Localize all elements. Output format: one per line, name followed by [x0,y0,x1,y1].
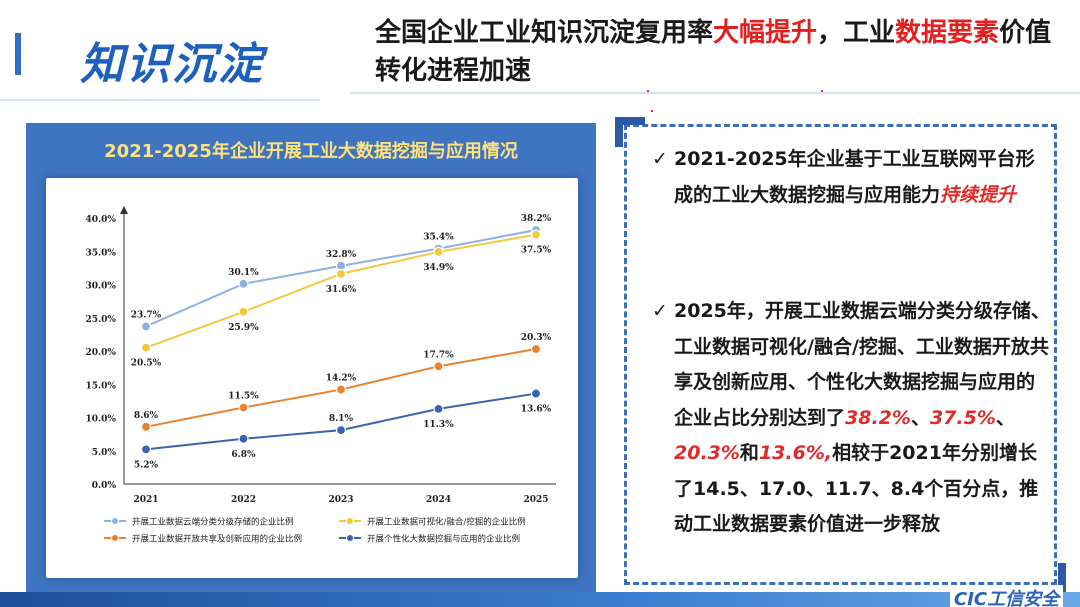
data-point [335,384,347,395]
data-point [140,321,152,332]
y-tick-label: 40.0% [86,215,117,225]
chart-panel: 2021-2025年企业开展工业大数据挖掘与应用情况 0.0% 5.0% 10.0%… [26,123,596,597]
headline-text: 价值转化进程加速 [375,18,1052,86]
brand-logo: CIC工信安全 [950,585,1064,607]
headline-highlight: 大幅提升 [713,18,818,48]
y-tick-label: 15.0% [86,381,117,391]
data-label: 30.1% [228,268,259,278]
check-icon: ✓ [652,300,668,322]
check-icon: ✓ [652,148,668,170]
x-tick-label: 2021 [133,495,158,505]
legend-label: 开展工业数据云端分类分级存储的企业比例 [132,517,294,528]
corner-decoration-top-left [615,117,645,147]
headline-text: ，工业 [817,18,896,48]
data-point [140,342,152,353]
x-tick-label: 2023 [328,495,353,505]
data-label: 20.5% [131,359,162,369]
bullet-text: 2025年，开展工业数据云端分类分级存储、工业数据可视化/融合/挖掘、工业数据开… [652,294,1052,543]
headline: 全国企业工业知识沉淀复用率大幅提升，工业数据要素价值转化进程加速 [375,14,1055,90]
data-point [335,425,347,436]
data-label: 37.5% [521,246,552,256]
data-point [530,388,542,399]
highlight-text: 37.5% [929,406,996,429]
x-tick-label: 2022 [231,495,256,505]
headline-highlight: 数据要素 [895,18,1000,48]
section-title: 知识沉淀 [80,39,264,90]
data-label: 38.2% [521,214,552,224]
highlight-text: 持续提升 [940,183,1017,206]
y-tick-label: 10.0% [86,415,117,425]
data-point [433,361,444,372]
data-point [530,229,542,240]
body-text: 、 [995,406,1015,429]
highlight-text: 20.3% [674,442,740,464]
decorative-dots [645,90,845,112]
data-label: 11.5% [228,392,259,402]
data-label: 6.8% [231,450,256,460]
legend-marker [346,517,354,525]
bullet-text: 2021-2025年企业基于工业互联网平台形成的工业大数据挖掘与应用能力持续提升 [652,142,1052,213]
data-point [238,402,249,413]
chart-area: 0.0% 5.0% 10.0% 15.0% 20.0% 25.0% 30.0% 35.0% 40… [46,178,578,578]
data-label: 34.9% [423,263,454,273]
summary-panel [624,124,1057,585]
y-tick-label: 35.0% [86,248,117,258]
data-point [238,306,249,317]
accent-bar [15,33,21,75]
data-label: 23.7% [131,310,162,320]
data-point [140,444,152,455]
data-label: 14.2% [326,374,357,384]
data-label: 31.6% [326,285,357,295]
body-text: 2021-2025年企业基于工业互联网平台形成的工业大数据挖掘与应用能力 [674,148,1035,206]
data-label: 32.8% [326,250,357,260]
line-chart: 0.0% 5.0% 10.0% 15.0% 20.0% 25.0% 30.0% 35.0% 40… [86,206,556,545]
data-point [530,343,542,355]
body-text: 2025年，开展工业数据云端分类分级存储、工业数据可视化/融合/挖掘、工业数据开… [674,300,1050,429]
bullet-item-2: ✓ 2025年，开展工业数据云端分类分级存储、工业数据可视化/融合/挖掘、工业数… [652,294,1052,543]
data-label: 11.3% [423,420,454,430]
x-tick-label: 2025 [523,495,548,505]
legend-marker [111,534,119,542]
data-label: 20.3% [521,333,552,343]
legend-marker [346,534,354,542]
title-divider [0,99,320,101]
data-label: 5.2% [134,460,159,470]
data-point [238,433,249,444]
headline-divider [350,92,1080,94]
data-label: 17.7% [423,350,454,360]
x-tick-label: 2024 [426,495,451,505]
highlight-text: 13.6%, [758,442,833,464]
body-text: 相较于2021年分别增长了14.5、17.0、11.7、8.4个百分点，推动工业… [674,442,1039,535]
data-point [433,403,444,414]
body-text: 和 [739,442,759,464]
legend-label: 开展工业数据可视化/融合/挖掘的企业比例 [367,517,526,528]
data-label: 8.1% [329,414,354,424]
data-label: 8.6% [134,411,159,421]
body-text: 、 [910,406,930,429]
y-axis-arrow [120,206,128,214]
y-tick-label: 30.0% [86,282,117,292]
y-tick-label: 20.0% [86,348,117,358]
y-tick-label: 25.0% [86,315,117,325]
legend-label: 开展工业数据开放共享及创新应用的企业比例 [132,534,302,545]
highlight-text: 38.2% [845,406,911,429]
bullet-item-1: ✓ 2021-2025年企业基于工业互联网平台形成的工业大数据挖掘与应用能力持续… [652,142,1052,213]
data-point [335,268,347,279]
chart-title: 2021-2025年企业开展工业大数据挖掘与应用情况 [104,141,518,162]
footer-band [0,592,1080,607]
data-point [238,278,249,289]
data-label: 25.9% [228,323,259,333]
y-tick-label: 5.0% [92,448,117,458]
legend-marker [111,517,119,525]
y-tick-label: 0.0% [92,481,117,491]
data-label: 35.4% [423,233,454,243]
legend-label: 开展个性化大数据挖掘与应用的企业比例 [367,534,520,545]
data-label: 13.6% [521,405,552,415]
headline-text: 全国企业工业知识沉淀复用率 [375,18,714,48]
data-point [433,246,444,258]
data-point [140,421,152,432]
